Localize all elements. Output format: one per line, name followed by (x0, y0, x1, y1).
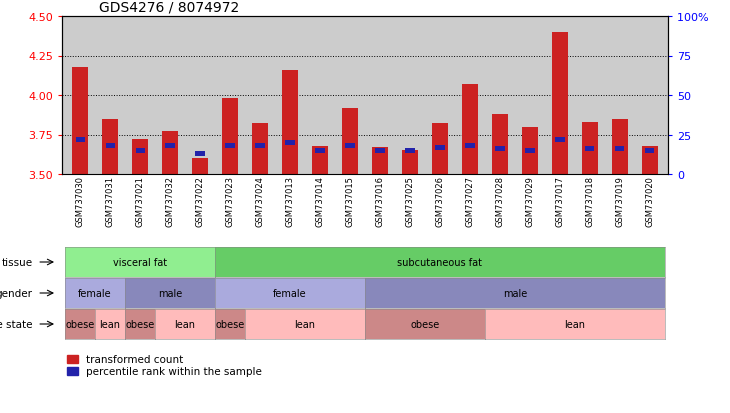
Bar (72, 67, 88, 175)
Text: obese: obese (215, 319, 245, 329)
Bar (585, 147, 594, 152)
Bar (642, 146, 658, 175)
Bar (132, 140, 148, 175)
Bar (402, 151, 418, 175)
Text: lean: lean (294, 319, 315, 329)
Text: GDS4276 / 8074972: GDS4276 / 8074972 (99, 1, 239, 15)
Text: disease state: disease state (0, 319, 33, 329)
Text: lean: lean (564, 319, 585, 329)
Text: obese: obese (66, 319, 95, 329)
Bar (282, 71, 299, 175)
Bar (345, 144, 355, 149)
Bar (136, 149, 145, 153)
Bar (315, 149, 325, 153)
Bar (552, 33, 568, 175)
Bar (196, 152, 204, 157)
Bar (255, 144, 264, 149)
Bar (226, 144, 234, 149)
Text: tissue: tissue (1, 257, 33, 267)
Bar (645, 149, 655, 153)
Text: obese: obese (410, 319, 439, 329)
Bar (522, 127, 538, 175)
Bar (375, 149, 385, 153)
Bar (166, 144, 174, 149)
Bar (492, 115, 508, 175)
Bar (106, 144, 115, 149)
Bar (556, 138, 564, 142)
Text: female: female (273, 288, 307, 298)
Bar (526, 149, 534, 153)
Bar (466, 144, 474, 149)
Text: lean: lean (99, 319, 120, 329)
Text: visceral fat: visceral fat (113, 257, 167, 267)
Bar (372, 148, 388, 175)
Text: gender: gender (0, 288, 33, 298)
Bar (462, 85, 478, 175)
Bar (405, 149, 415, 153)
Text: lean: lean (174, 319, 196, 329)
Legend: transformed count, percentile rank within the sample: transformed count, percentile rank withi… (67, 354, 262, 376)
Text: obese: obese (126, 319, 155, 329)
Bar (436, 145, 445, 150)
Bar (162, 132, 178, 175)
Bar (75, 138, 85, 142)
Bar (615, 147, 624, 152)
Bar (612, 119, 629, 175)
Bar (101, 119, 118, 175)
Text: subcutaneous fat: subcutaneous fat (398, 257, 483, 267)
Text: female: female (78, 288, 112, 298)
Bar (285, 141, 294, 145)
Bar (342, 108, 358, 175)
Text: male: male (503, 288, 527, 298)
Text: male: male (158, 288, 182, 298)
Bar (192, 159, 208, 175)
Bar (252, 124, 268, 175)
Bar (582, 123, 598, 175)
Bar (431, 124, 448, 175)
Bar (496, 147, 504, 152)
Bar (312, 146, 328, 175)
Bar (222, 99, 238, 175)
